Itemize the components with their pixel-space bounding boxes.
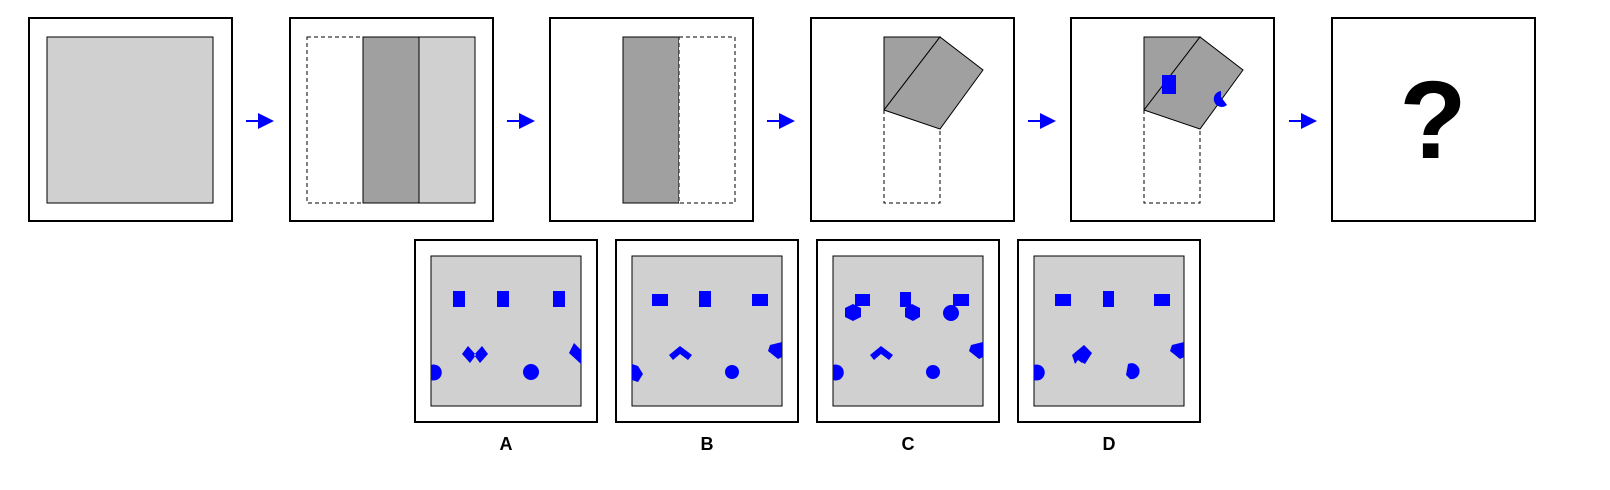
step-5-punched-holes [1070,17,1275,222]
option-c-hole [833,364,844,381]
step-1-unfolded-square [28,17,233,222]
option-c-hole [855,294,870,306]
option-b[interactable]: B [615,239,799,454]
square-hole [1162,75,1176,94]
option-label-c: C [902,434,915,454]
option-c-hole [926,365,940,379]
option-d-hole [1170,342,1184,359]
step-4-diagonal-fold [810,17,1015,222]
option-d-hole [1034,364,1045,381]
option-b-hole [652,294,668,306]
option-label-d: D [1103,434,1116,454]
option-b-hole [768,342,782,359]
option-a-hole [431,364,442,381]
option-c-hole [845,304,861,321]
option-c-hole [900,292,911,307]
option-a-hole [462,346,488,363]
option-d-hole [1126,363,1140,380]
option-a-hole [553,291,565,307]
option-label-a: A [500,434,513,454]
option-d-hole [1072,345,1092,364]
option-d-hole [1055,294,1071,306]
option-c-hole [905,304,920,321]
option-b-hole [669,346,692,360]
option-c-hole [969,342,983,359]
option-a-hole [497,291,509,307]
option-d[interactable]: D [1017,239,1201,454]
step-2-vertical-folds [289,17,494,222]
option-c-hole [870,346,893,360]
option-c-hole [953,294,969,306]
option-a-hole [453,291,465,307]
option-a-hole [569,343,581,364]
option-b-hole [699,291,711,307]
option-c-hole [943,305,959,321]
option-d-hole [1103,291,1114,307]
option-a[interactable]: A [414,239,598,454]
option-c[interactable]: C [816,239,1000,454]
option-d-hole [1154,294,1170,306]
question-mark: ? [1399,59,1466,182]
option-a-hole [523,364,539,380]
circle-hole [1213,91,1227,107]
option-b-hole [632,364,643,382]
option-b-hole [752,294,768,306]
step-6-unknown-result: ? [1331,17,1536,222]
option-b-hole [725,365,739,379]
step-3-folded-strip [549,17,754,222]
option-label-b: B [701,434,714,454]
